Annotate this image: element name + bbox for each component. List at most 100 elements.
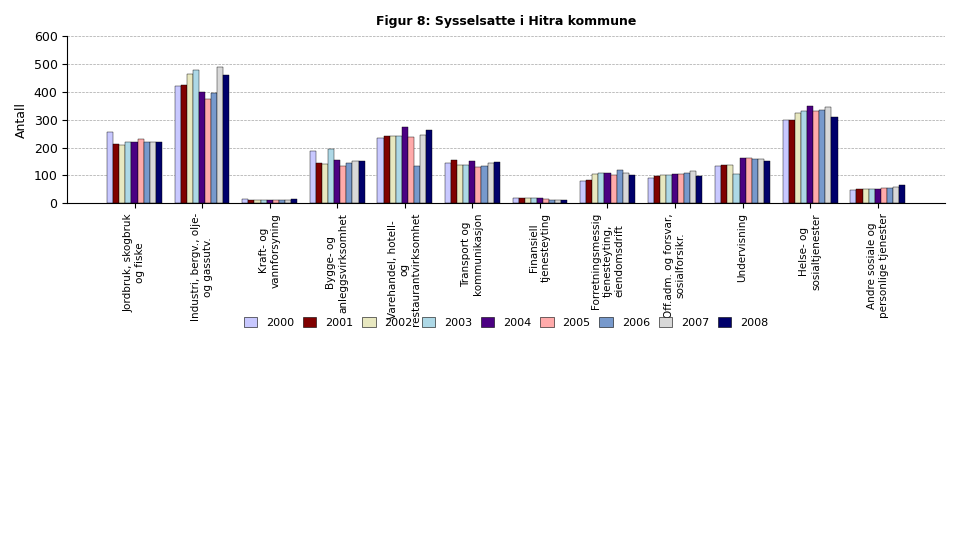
Bar (598, 173, 605, 203)
Bar (285, 200, 291, 203)
Bar (587, 179, 592, 203)
Bar (819, 110, 826, 203)
Bar (525, 198, 531, 203)
Bar (493, 162, 500, 203)
Bar (126, 142, 132, 203)
Bar (684, 173, 690, 203)
Bar (408, 137, 414, 203)
Bar (193, 69, 199, 203)
Bar (789, 120, 795, 203)
Bar (278, 200, 285, 203)
Bar (611, 174, 616, 203)
Bar (420, 135, 426, 203)
Bar (488, 163, 493, 203)
Bar (757, 158, 764, 203)
Bar (696, 176, 703, 203)
Bar (826, 107, 831, 203)
Bar (856, 189, 862, 203)
Bar (648, 178, 654, 203)
Bar (254, 200, 260, 203)
Bar (396, 135, 401, 203)
Bar (739, 158, 746, 203)
Bar (869, 189, 875, 203)
Bar (273, 200, 278, 203)
Y-axis label: Antall: Antall (15, 102, 28, 138)
Bar (580, 180, 587, 203)
Bar (180, 85, 187, 203)
Bar (728, 166, 733, 203)
Bar (475, 167, 482, 203)
Bar (807, 106, 813, 203)
Bar (752, 159, 757, 203)
Bar (690, 171, 696, 203)
Bar (678, 174, 684, 203)
Bar (390, 135, 396, 203)
Bar (721, 166, 728, 203)
Bar (616, 170, 623, 203)
Bar (899, 185, 905, 203)
Bar (518, 197, 525, 203)
Bar (377, 138, 383, 203)
Bar (482, 166, 488, 203)
Bar (880, 189, 887, 203)
Bar (175, 86, 180, 203)
Bar (156, 142, 162, 203)
Bar (414, 166, 420, 203)
Bar (132, 142, 137, 203)
Bar (426, 130, 432, 203)
Bar (267, 200, 273, 203)
Bar (137, 139, 144, 203)
Bar (451, 160, 457, 203)
Bar (322, 164, 328, 203)
Bar (199, 92, 205, 203)
Bar (113, 144, 119, 203)
Bar (531, 197, 537, 203)
Bar (654, 177, 660, 203)
Bar (150, 142, 156, 203)
Bar (291, 199, 297, 203)
Bar (352, 162, 358, 203)
Bar (795, 113, 801, 203)
Bar (782, 120, 789, 203)
Bar (445, 163, 451, 203)
Bar (629, 174, 635, 203)
Bar (831, 117, 837, 203)
Bar (801, 111, 807, 203)
Bar (893, 187, 899, 203)
Bar (469, 162, 475, 203)
Bar (401, 126, 408, 203)
Bar (119, 145, 126, 203)
Bar (605, 173, 611, 203)
Title: Figur 8: Sysselsatte i Hitra kommune: Figur 8: Sysselsatte i Hitra kommune (376, 15, 636, 28)
Bar (217, 67, 224, 203)
Bar (764, 161, 770, 203)
Bar (862, 189, 869, 203)
Bar (592, 174, 598, 203)
Bar (316, 163, 322, 203)
Bar (660, 175, 666, 203)
Bar (260, 200, 267, 203)
Bar (537, 198, 543, 203)
Bar (310, 151, 316, 203)
Bar (242, 199, 249, 203)
Bar (562, 200, 567, 203)
Bar (224, 75, 229, 203)
Bar (555, 200, 562, 203)
Bar (813, 111, 819, 203)
Bar (887, 188, 893, 203)
Bar (464, 165, 469, 203)
Legend: 2000, 2001, 2002, 2003, 2004, 2005, 2006, 2007, 2008: 2000, 2001, 2002, 2003, 2004, 2005, 2006… (239, 312, 773, 332)
Bar (347, 163, 352, 203)
Bar (211, 93, 217, 203)
Bar (334, 160, 340, 203)
Bar (205, 99, 211, 203)
Bar (513, 198, 518, 203)
Bar (715, 167, 721, 203)
Bar (851, 190, 856, 203)
Bar (875, 189, 880, 203)
Bar (144, 142, 150, 203)
Bar (358, 161, 365, 203)
Bar (249, 200, 254, 203)
Bar (733, 174, 739, 203)
Bar (187, 74, 193, 203)
